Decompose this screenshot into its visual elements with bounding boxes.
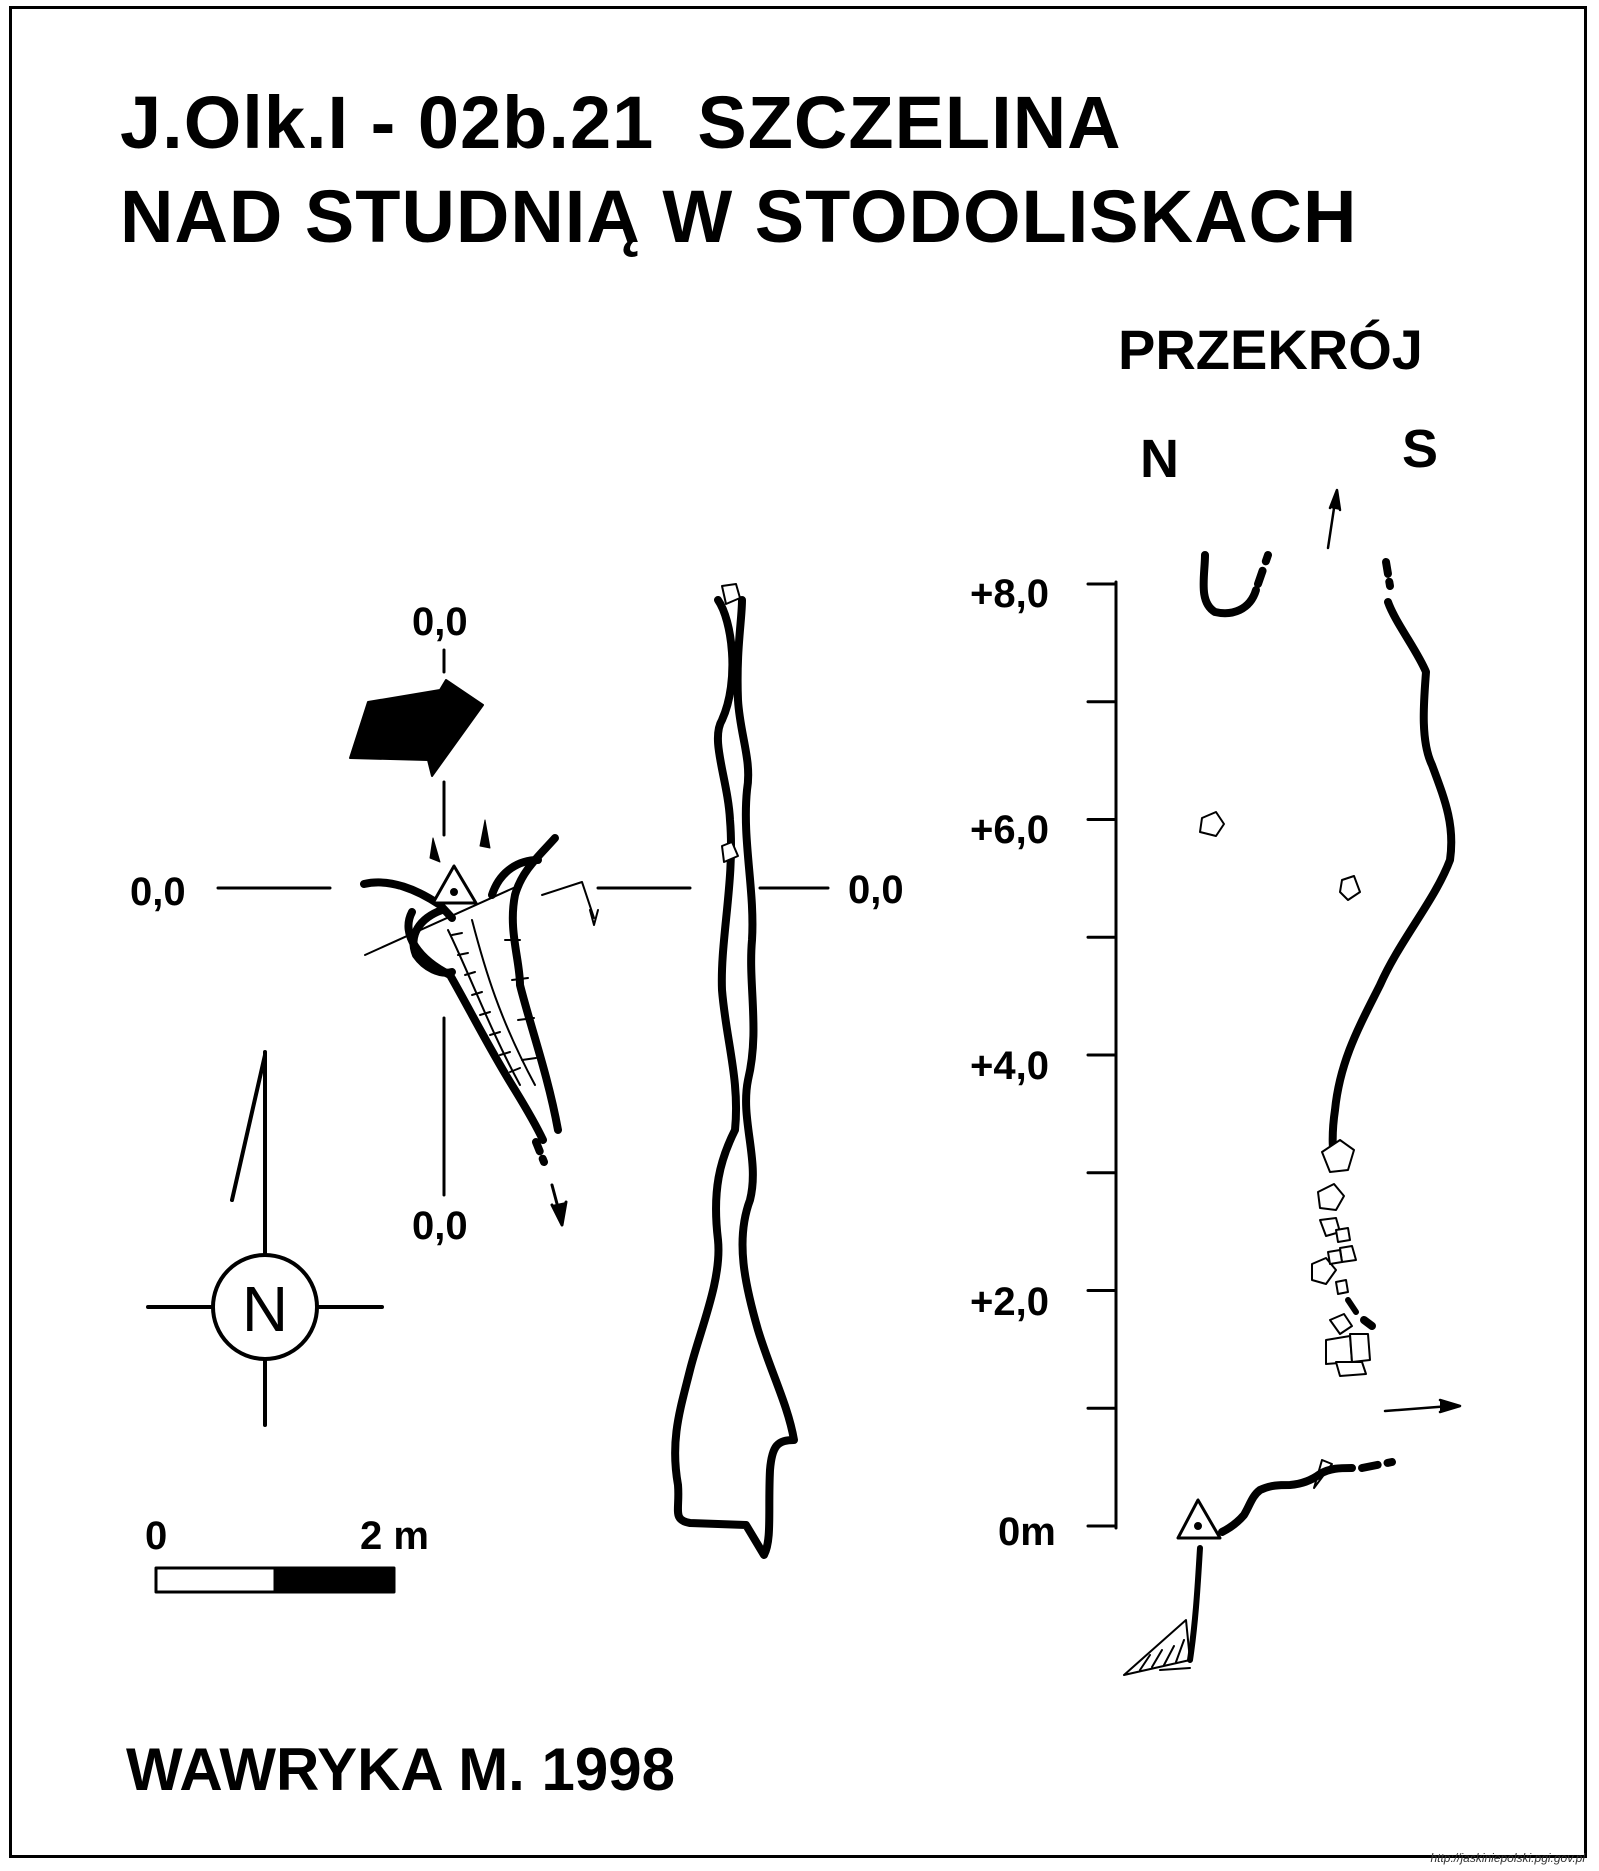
plan-mark-left: 0,0	[130, 870, 186, 914]
continuation-arrow-icon	[550, 1183, 568, 1227]
profile-axis-label-6: +6,0	[970, 808, 1049, 852]
plan-mark-bottom: 0,0	[412, 1204, 468, 1248]
author-credit: WAWRYKA M. 1998	[126, 1736, 675, 1803]
cave-title-line2: NAD STUDNIĄ W STODOLISKACH	[120, 175, 1358, 258]
profile-lower-shaft	[1187, 1545, 1203, 1663]
section-lines	[216, 648, 830, 1197]
plan-slope-hatching	[364, 884, 537, 1086]
marker-tick-icon	[429, 837, 441, 863]
source-url: http://jaskiniepolski.pgi.gov.pl	[1430, 1851, 1585, 1865]
plan-view	[216, 583, 830, 1559]
north-symbol: N	[242, 1273, 288, 1345]
plan-fissure-outline	[671, 596, 798, 1559]
cave-title-line1: J.Olk.I - 02b.21 SZCZELINA	[120, 81, 1122, 164]
north-compass-icon	[146, 1050, 384, 1427]
scale-label-end: 2 m	[360, 1514, 429, 1558]
entrance-triangle-icon	[431, 864, 478, 905]
plan-cave-outline	[360, 834, 562, 1166]
up-arrow-icon	[1326, 488, 1342, 550]
scale-bar	[154, 1566, 396, 1594]
profile-top-left-wall	[1199, 551, 1260, 618]
profile-direction-n: N	[1140, 429, 1179, 489]
plan-mark-top: 0,0	[412, 600, 468, 644]
turn-arrow-icon	[541, 881, 595, 919]
scale-label-start: 0	[145, 1514, 168, 1558]
profile-axis-label-0: 0m	[998, 1510, 1056, 1554]
profile-south-wall	[1328, 598, 1456, 1164]
profile-axis-label-4: +4,0	[970, 1044, 1049, 1088]
boulder-icon	[721, 583, 741, 605]
boulder-icon	[721, 841, 739, 863]
profile-direction-s: S	[1402, 419, 1439, 479]
entrance-arrow-icon	[349, 679, 484, 777]
profile-axis-label-8: +8,0	[970, 572, 1049, 616]
profile-axis-label-2: +2,0	[970, 1280, 1049, 1324]
profile-view	[1086, 488, 1462, 1676]
marker-tick-icon	[479, 819, 491, 849]
right-arrow-icon	[1383, 1398, 1462, 1414]
profile-floor	[1218, 1464, 1356, 1536]
boulder-icon	[1199, 811, 1371, 1489]
profile-axis-ticks	[1086, 582, 1118, 1528]
entrance-triangle-icon	[1176, 1498, 1222, 1540]
map-frame	[9, 6, 1587, 1858]
profile-debris-hatching	[1123, 1619, 1191, 1676]
plan-mark-right: 0,0	[848, 868, 904, 912]
profile-heading: PRZEKRÓJ	[1118, 318, 1423, 381]
